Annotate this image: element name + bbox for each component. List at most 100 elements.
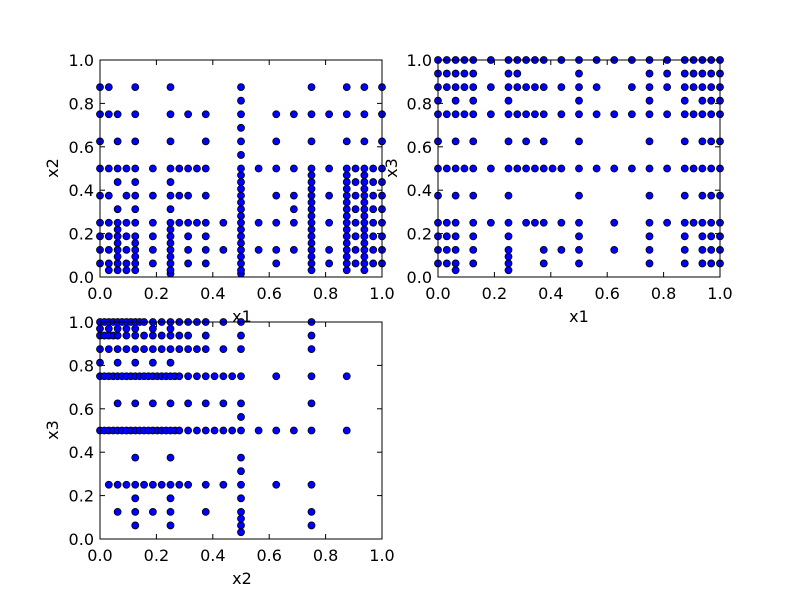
scatter-point [360,259,369,268]
scatter-point [131,453,140,462]
scatter-point [442,69,451,78]
scatter-point [184,345,193,354]
scatter-point [707,164,716,173]
scatter-point [131,191,140,200]
scatter-point [469,137,478,146]
scatter-point [342,110,351,119]
x-tick-label: 0.4 [200,546,225,565]
scatter-point [575,137,583,146]
scatter-point [113,225,122,234]
y-tick-label: 0.8 [407,94,432,113]
x-tick-label: 0.2 [144,284,169,303]
scatter-point [166,453,175,462]
scatter-point [504,137,513,146]
scatter-point [166,494,175,503]
scatter-point [663,218,672,227]
scatter-point [360,218,369,227]
scatter-point [166,266,175,275]
x-tick-label: 0.6 [594,284,619,303]
scatter-point [689,164,698,173]
y-tick-label: 0.0 [69,530,94,549]
scatter-point [360,252,369,261]
scatter-point [504,191,513,200]
scatter-point [131,239,140,247]
scatter-point [237,110,245,119]
scatter-point [680,232,689,241]
scatter-point [342,171,351,180]
scatter-point [342,239,351,247]
scatter-point [680,218,689,227]
scatter-point [504,232,513,241]
scatter-point [210,372,219,381]
x-tick-label: 0.8 [313,284,338,303]
scatter-point [272,110,281,119]
scatter-point [369,218,378,227]
scatter-point [237,96,245,105]
scatter-point [113,358,122,367]
scatter-point [193,372,201,381]
scatter-point [140,331,148,340]
scatter-point [698,232,707,241]
scatter-point [451,69,460,78]
scatter-point [219,345,228,354]
scatter-point [113,266,122,275]
scatter-point [325,245,334,254]
scatter-point [131,324,140,333]
scatter-point [307,372,316,381]
scatter-point [707,69,716,78]
scatter-point [254,164,263,173]
scatter-point [237,212,245,220]
scatter-point [575,110,583,119]
scatter-point [325,110,334,119]
scatter-point [237,164,245,173]
scatter-point [237,494,245,503]
scatter-point [272,137,281,146]
scatter-point [460,83,469,92]
scatter-point [460,110,469,119]
scatter-point [369,205,378,214]
scatter-point [131,266,140,275]
scatter-point [237,259,245,268]
scatter-point [351,191,360,200]
scatter-point [131,494,140,503]
scatter-point [166,137,175,146]
scatter-point [237,239,245,247]
scatter-point [184,232,193,241]
scatter-point [645,83,654,92]
scatter-panel-1: 0.0 0.2 0.4 0.6 0.8 1.0 0.0 0.2 0.4 0.6 0.8 1.0 x1 x2 [43,51,395,326]
scatter-point [148,164,157,173]
scatter-point [689,110,698,119]
scatter-point [645,259,654,268]
scatter-point [689,69,698,78]
scatter-point [237,426,245,435]
scatter-point [469,96,478,105]
scatter-point [469,232,478,241]
scatter-point [360,171,369,180]
scatter-point [351,218,360,227]
scatter-point [513,69,522,78]
scatter-point [237,480,245,489]
scatter-point [237,83,245,92]
scatter-point [539,83,548,92]
scatter-point [451,266,460,275]
scatter-point [184,399,193,408]
scatter-point [289,218,298,227]
scatter-point [592,110,601,119]
scatter-point [360,212,369,220]
scatter-point [148,191,157,200]
scatter-point [307,399,316,408]
x-tick-label: 0.0 [87,546,112,565]
scatter-point [522,164,531,173]
scatter-point [539,259,548,268]
scatter-point [307,83,316,92]
scatter-point [166,507,175,516]
scatter-point [442,232,451,241]
scatter-point [113,164,122,173]
axes-frame [99,59,383,278]
x-axis-label: x1 [232,307,252,326]
scatter-point [104,218,113,227]
x-axis-label: x2 [232,569,252,588]
scatter-point [680,83,689,92]
y-tick-label: 0.2 [407,225,432,244]
scatter-point [228,372,237,381]
